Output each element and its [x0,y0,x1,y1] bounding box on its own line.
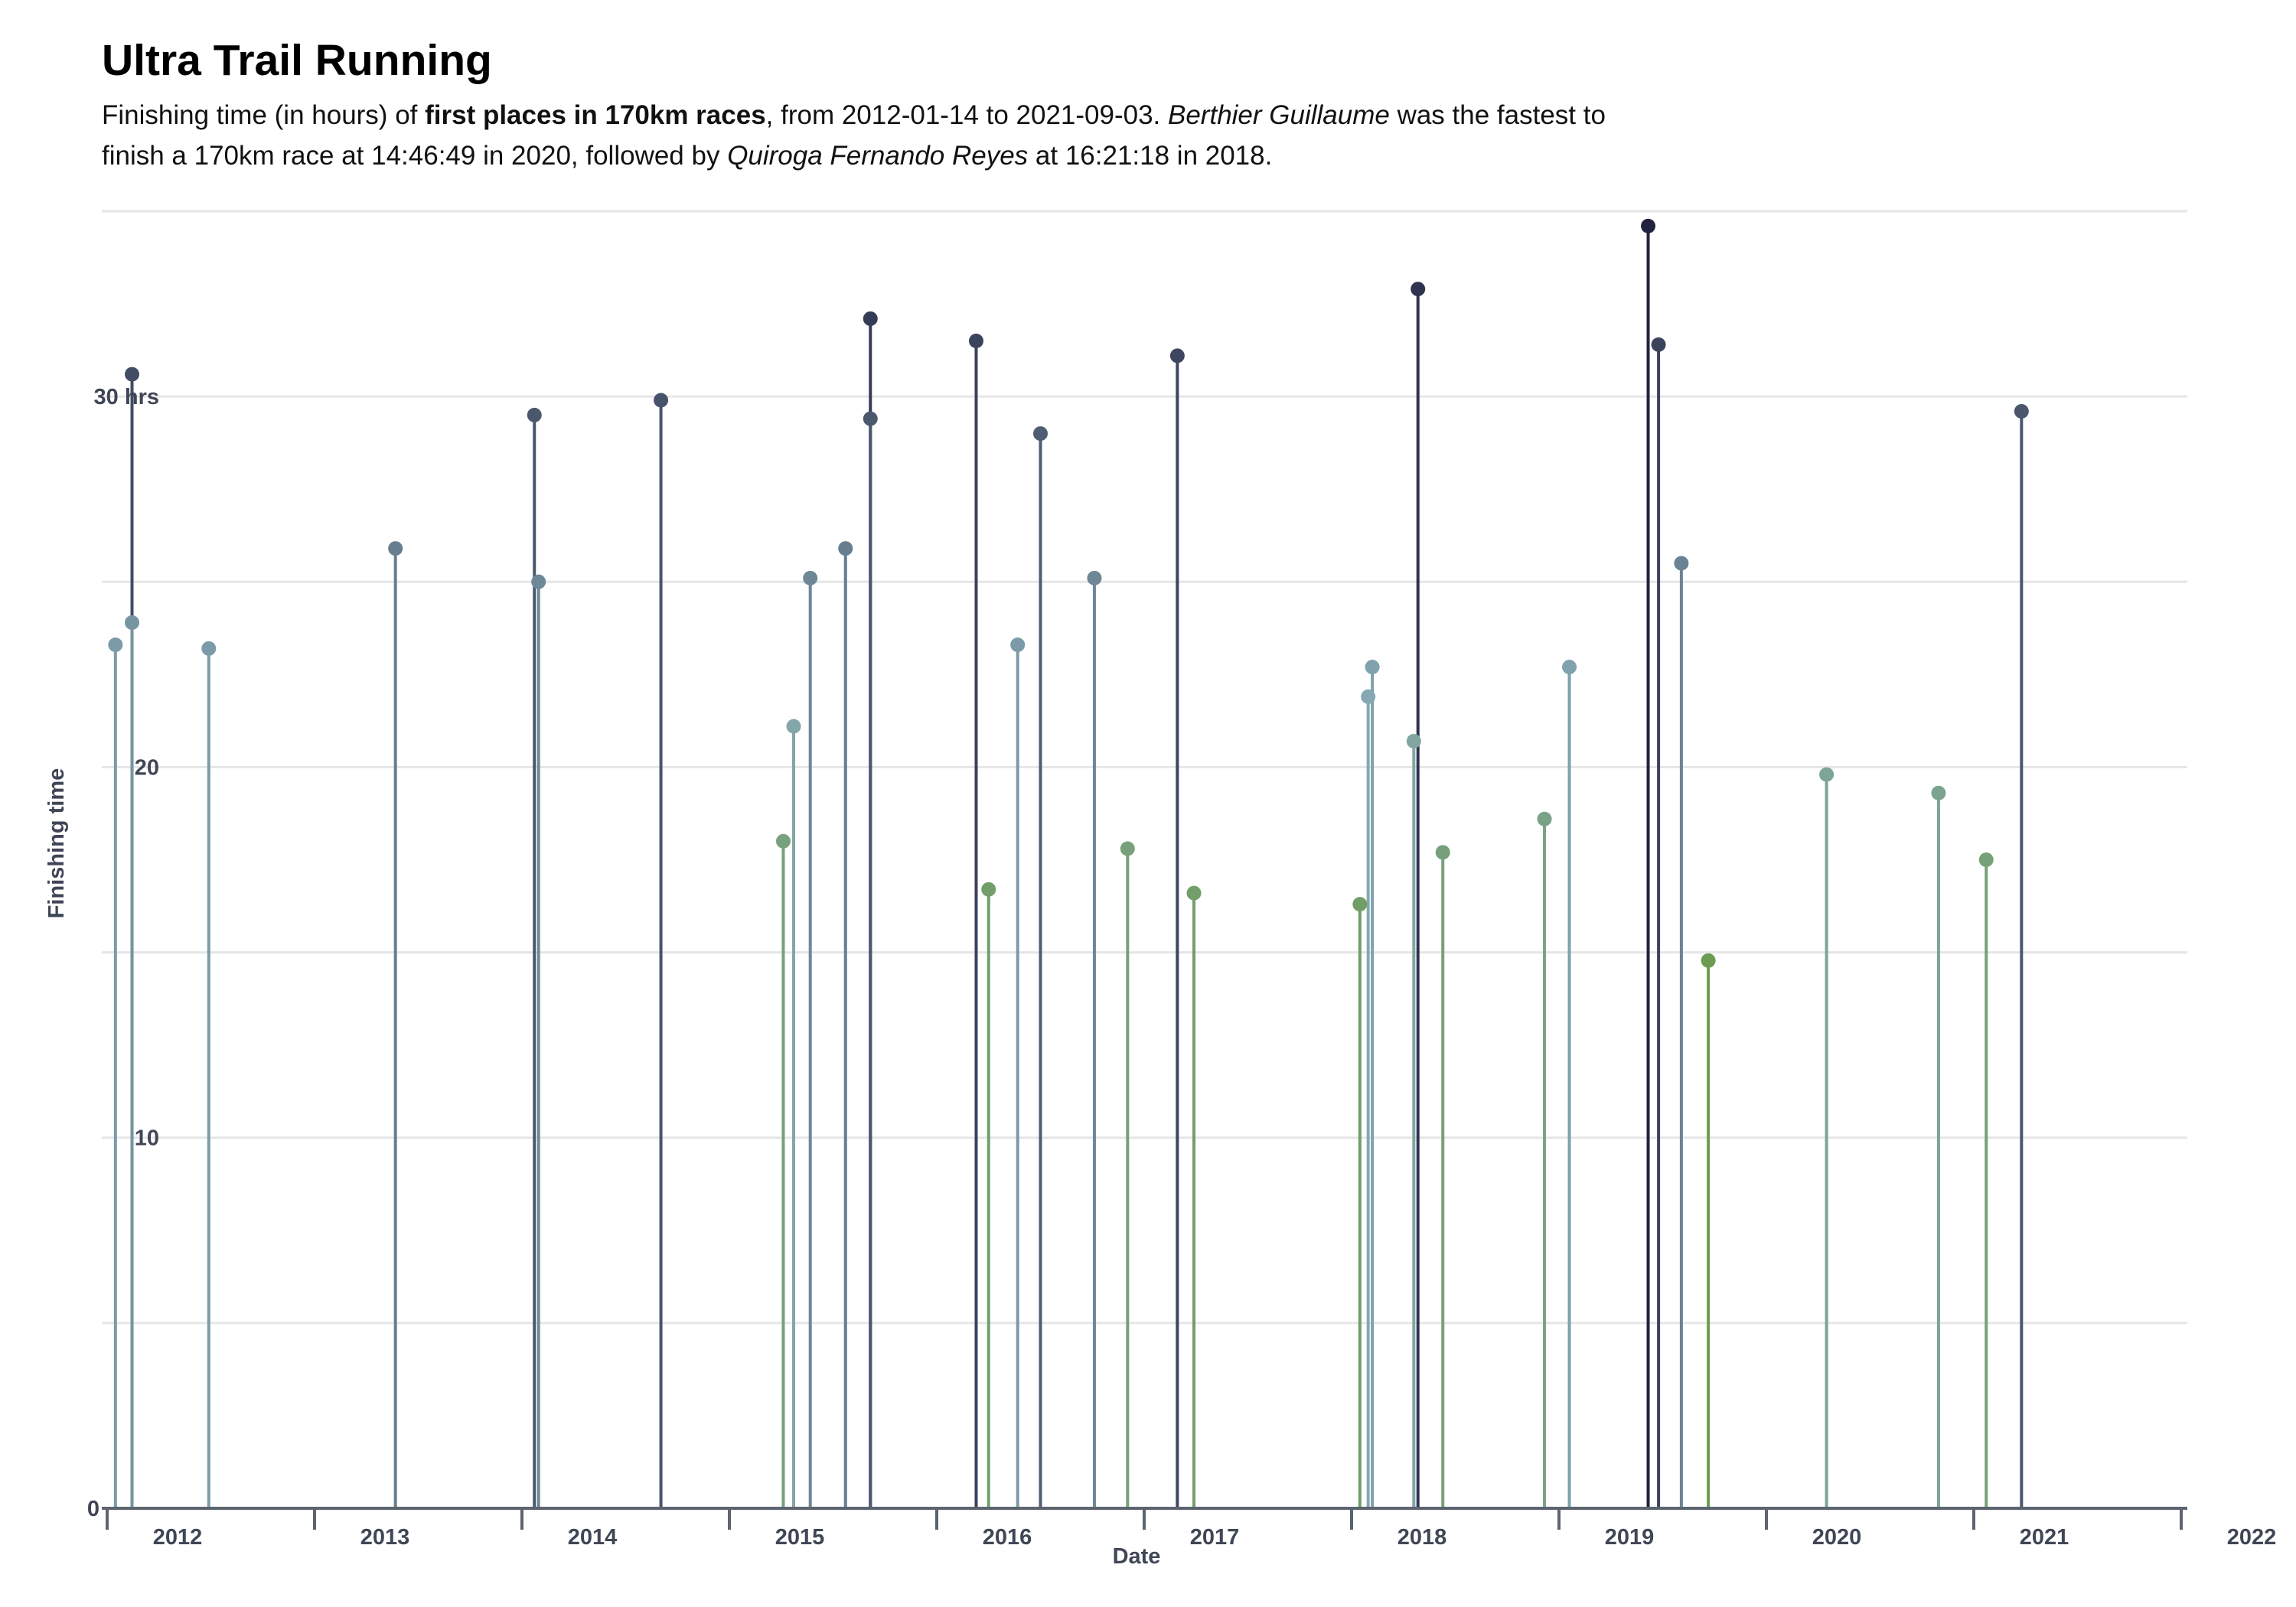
subtitle-text-3: was the fastest to finish a 170km race a… [102,100,1606,171]
lollipop-dot [1651,337,1666,352]
lollipop-dot [125,367,140,382]
lollipop-dot [981,882,996,897]
lollipop-dot [1352,897,1368,912]
lollipop-dot [1641,218,1656,233]
x-tick-label: 2020 [1812,1525,1862,1550]
subtitle-text-2: , from 2012-01-14 to 2021-09-03. [765,100,1168,130]
lollipop-dot [1674,556,1689,571]
y-tick-label: 30 hrs [94,385,159,409]
subtitle-text-4: at 16:21:18 in 2018. [1028,141,1273,171]
subtitle-runner-2: Quiroga Fernando Reyes [727,141,1029,171]
lollipop-dot [1537,811,1552,826]
chart-subtitle: Finishing time (in hours) of first place… [102,95,1648,176]
x-axis: 2012 2013 2014 2015 2016 2017 2018 2019 2020 2021… [102,1507,2277,1550]
lollipop-dot [1931,785,1946,800]
lollipop-dot [1087,570,1102,585]
lollipop-dot [388,541,403,556]
x-tick-label: 2017 [1190,1525,1240,1550]
lollipop-dot [531,574,546,589]
lollipop-dot [1435,845,1450,860]
lollipop-dot [863,311,878,326]
lollipop-dot [786,719,801,734]
x-tick-label: 2022 [2227,1525,2277,1550]
x-tick-label: 2019 [1605,1525,1655,1550]
y-tick-label: 10 [135,1126,159,1151]
y-axis: 0 10 20 30 hrs [87,385,159,1521]
lollipop-dot [1819,767,1835,782]
lollipop-dot [1701,953,1716,968]
chart-title: Ultra Trail Running [102,36,492,85]
x-axis-title: Date [1113,1544,1161,1569]
lollipop-dot [2014,404,2029,419]
y-tick-label: 20 [135,755,159,780]
lollipop-dot [775,833,791,849]
stems [113,226,2024,1508]
x-tick-label: 2015 [775,1525,825,1550]
lollipop-dot [108,637,123,653]
y-axis-title: Finishing time [44,768,69,919]
lollipop-dot [527,407,542,422]
subtitle-text-1: Finishing time (in hours) of [102,100,426,130]
x-tick-label: 2018 [1397,1525,1447,1550]
lollipop-dot [968,334,983,348]
lollipop-dot [1365,660,1380,675]
x-tick-label: 2012 [153,1525,203,1550]
lollipop-dot [1033,426,1048,442]
lollipop-dot [1406,734,1421,749]
lollipop-dot [803,570,818,585]
lollipop-dot [1010,637,1026,653]
lollipop-dot [1978,852,1994,867]
lollipop-dot [201,641,217,656]
lollipop-dot [1120,841,1135,856]
y-tick-label: 0 [87,1497,99,1521]
subtitle-bold: first places in 170km races [425,100,766,130]
lollipop-dot [1169,348,1185,363]
lollipop-dot [1411,282,1426,297]
x-tick-label: 2021 [2020,1525,2069,1550]
lollipop-dot [125,615,140,631]
x-tick-label: 2013 [360,1525,410,1550]
lollipop-dot [1361,689,1376,704]
lollipop-dot [1186,885,1202,901]
x-tick-label: 2014 [568,1525,618,1550]
lollipop-dot [838,541,853,556]
lollipop-dot [654,393,669,408]
points [108,218,2029,968]
lollipop-dot [863,411,878,426]
lollipop-dot [1562,660,1577,675]
x-tick-label: 2016 [983,1525,1032,1550]
grid [102,210,2187,1325]
subtitle-runner-1: Berthier Guillaume [1168,100,1390,130]
